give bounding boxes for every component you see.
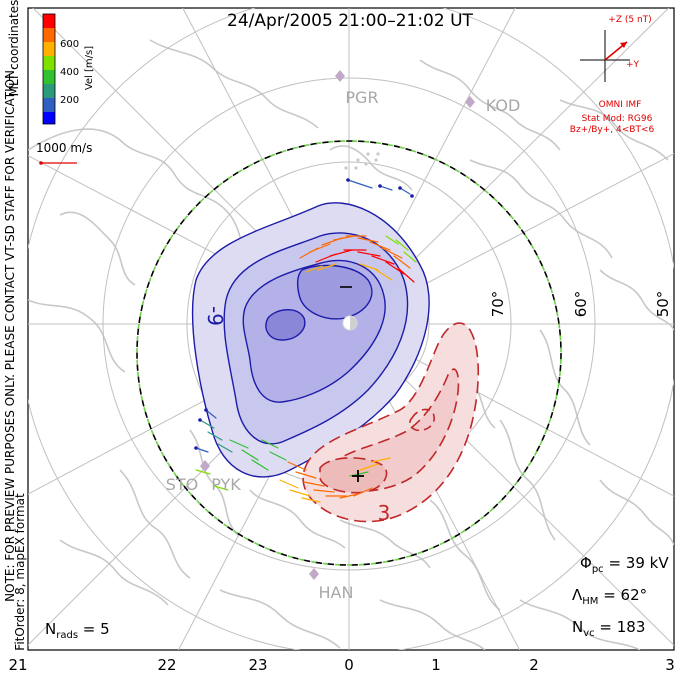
mlt-label-2: 2: [529, 656, 539, 674]
scale-arrow-origin: [39, 161, 43, 165]
magnetic-pole-marker: [342, 315, 358, 331]
latitude-label-60: 60°: [572, 291, 590, 318]
colorbar-segment: [43, 14, 55, 28]
preview-note: NOTE: FOR PREVIEW PURPOSES ONLY. PLEASE …: [3, 66, 17, 602]
imf-condition-label: Bz+/By+, 4<BT<6: [570, 125, 655, 135]
colorbar-tick-400: 400: [60, 67, 79, 78]
station-markers: [200, 70, 475, 580]
colorbar-segment: [43, 42, 55, 56]
mlt-axis: 21 22 23 0 1 2 3: [8, 656, 674, 674]
imf-stat-model-label: Stat Mod: RG96: [582, 114, 653, 124]
station-label-han: HAN: [319, 583, 354, 602]
colorbar-segment: [43, 28, 55, 42]
station-label-kod: KOD: [486, 96, 521, 115]
mlt-label-3: 3: [665, 656, 675, 674]
scale-arrow-label: 1000 m/s: [36, 141, 92, 155]
colorbar-label: Vel [m/s]: [84, 46, 95, 90]
negative-convection-cell: [191, 202, 430, 478]
cross-polar-potential: Φpc = 39 kV: [580, 554, 669, 575]
vector-count: Nvc = 183: [572, 618, 645, 639]
imf-arrowhead-icon: [620, 42, 627, 48]
station-marker-han: [309, 568, 319, 580]
mlt-label-21: 21: [8, 656, 27, 674]
imf-z-label: +Z (5 nT): [608, 15, 651, 25]
station-label-sto: STO: [166, 475, 199, 494]
mlt-label-1: 1: [431, 656, 441, 674]
fit-order-note: FitOrder: 8, mapEX format: [13, 493, 27, 651]
imf-dial: +Z (5 nT) +Y OMNI IMF Stat Mod: RG96 Bz+…: [570, 15, 655, 135]
velocity-vectors: [194, 152, 417, 503]
station-marker-sto: [200, 460, 210, 472]
mlt-label-0: 0: [344, 656, 354, 674]
imf-source-label: OMNI IMF: [599, 100, 642, 110]
latitude-labels: 70° 60° 50°: [489, 291, 672, 318]
mlt-label-23: 23: [248, 656, 267, 674]
contour-label-negative: -9: [203, 306, 227, 326]
station-marker-kod: [465, 96, 475, 108]
map-title: 24/Apr/2005 21:00–21:02 UT: [227, 11, 473, 31]
hm-boundary: [136, 140, 562, 566]
radar-count: Nrads = 5: [45, 620, 110, 641]
coordinate-system-label: MLT coordinates: [7, 0, 21, 96]
imf-y-label: +Y: [626, 60, 640, 70]
latitude-label-70: 70°: [489, 291, 507, 318]
potential-maximum-marker: [352, 470, 364, 482]
colorbar-tick-200: 200: [60, 95, 79, 106]
colorbar-segment: [43, 98, 55, 112]
velocity-colorbar: 600 400 200 Vel [m/s]: [42, 13, 95, 125]
station-label-pyk: PYK: [211, 475, 241, 494]
colorbar-segment: [43, 70, 55, 84]
station-marker-pgr: [335, 70, 345, 82]
colorbar-segment: [43, 112, 55, 124]
hm-boundary-green: [136, 140, 562, 566]
colorbar-segment: [43, 84, 55, 98]
colorbar-tick-600: 600: [60, 39, 79, 50]
latitude-label-50: 50°: [654, 291, 672, 318]
station-label-pgr: PGR: [345, 88, 378, 107]
hm-boundary-latitude: ΛHM = 62°: [572, 586, 647, 607]
colorbar-segment: [43, 56, 55, 70]
contour-label-positive: 3: [378, 501, 391, 525]
mlt-label-22: 22: [157, 656, 176, 674]
fit-statistics: Φpc = 39 kV ΛHM = 62° Nvc = 183 Nrads = …: [45, 554, 669, 641]
station-labels: PGR KOD STO PYK HAN: [166, 88, 521, 602]
